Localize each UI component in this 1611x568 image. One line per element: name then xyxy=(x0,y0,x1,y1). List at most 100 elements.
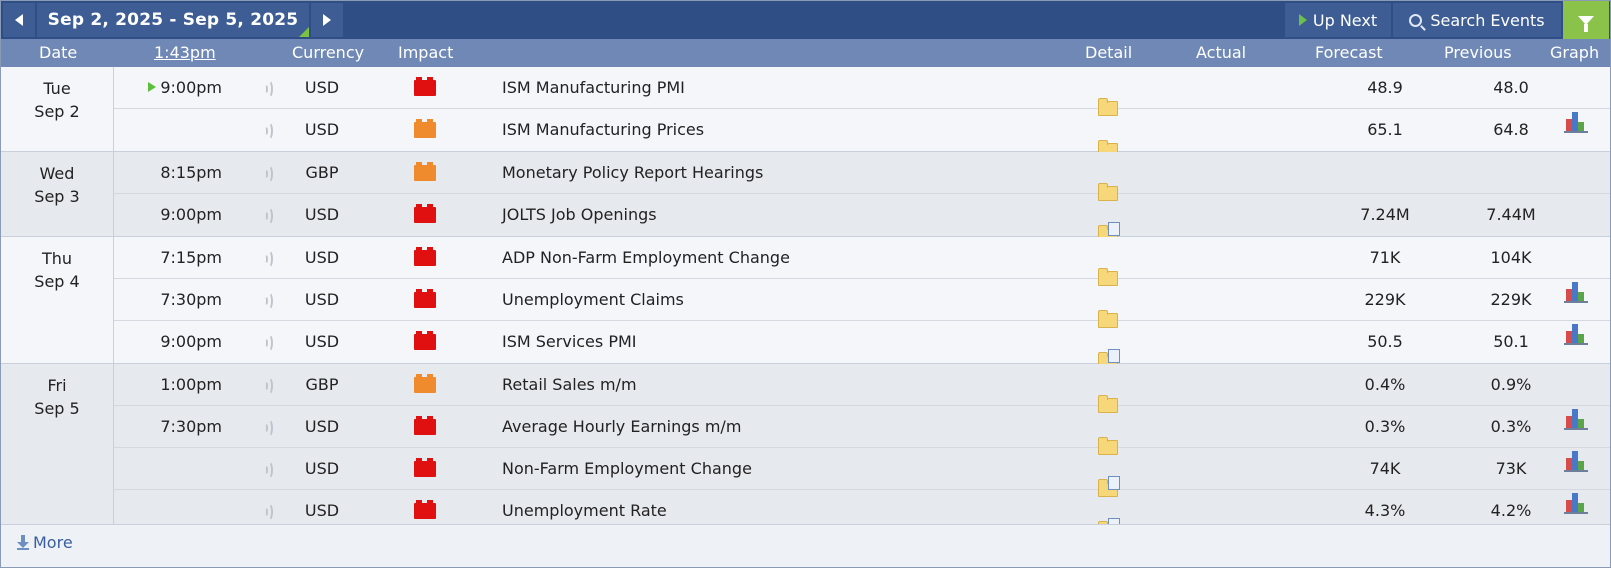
impact-folder-icon[interactable] xyxy=(414,416,436,435)
bar-chart-icon[interactable] xyxy=(1564,450,1590,472)
event-title[interactable]: ISM Manufacturing Prices xyxy=(502,120,705,139)
table-row[interactable]: 1:00pm GBP Retail Sales m/m 0.4% 0.9% xyxy=(114,364,1610,430)
date-label: Sep 2 xyxy=(34,102,80,121)
event-title[interactable]: ISM Manufacturing PMI xyxy=(502,78,685,97)
col-actual: Actual xyxy=(1196,43,1247,62)
col-time[interactable]: 1:43pm xyxy=(154,43,216,62)
bar-chart-icon[interactable] xyxy=(1564,323,1590,345)
currency-code: USD xyxy=(304,290,340,309)
up-next-button[interactable]: Up Next xyxy=(1285,3,1391,37)
date-range-button[interactable]: Sep 2, 2025 - Sep 5, 2025 xyxy=(37,3,309,37)
filter-button[interactable] xyxy=(1563,1,1609,39)
date-cell: Tue Sep 2 xyxy=(1,67,114,151)
bar-chart-icon[interactable] xyxy=(1564,492,1590,514)
event-title[interactable]: Unemployment Claims xyxy=(502,290,684,309)
detail-folder-icon[interactable] xyxy=(1098,98,1118,116)
corner-indicator-icon xyxy=(299,27,309,37)
sound-icon[interactable] xyxy=(263,121,277,141)
table-row[interactable]: 7:15pm USD ADP Non-Farm Employment Change 7… xyxy=(114,237,1610,303)
event-time: 9:00pm xyxy=(114,78,222,98)
event-time: 8:15pm xyxy=(160,163,222,182)
event-title[interactable]: Non-Farm Employment Change xyxy=(502,459,752,478)
column-header: Date 1:43pm Currency Impact Detail Actua… xyxy=(1,39,1610,67)
sound-icon[interactable] xyxy=(263,206,277,226)
currency-code: USD xyxy=(304,332,340,351)
event-title[interactable]: Monetary Policy Report Hearings xyxy=(502,163,764,182)
sound-icon[interactable] xyxy=(263,418,277,438)
search-events-button[interactable]: Search Events xyxy=(1393,3,1561,37)
event-time: 7:30pm xyxy=(160,290,222,309)
sound-icon[interactable] xyxy=(263,164,277,184)
table-row[interactable]: 9:00pm USD ISM Manufacturing PMI 48.9 48.0 xyxy=(114,67,1610,133)
sound-icon[interactable] xyxy=(263,291,277,311)
table-row[interactable]: 8:15pm GBP Monetary Policy Report Hearings xyxy=(114,152,1610,201)
weekday-label: Wed xyxy=(39,164,75,183)
col-previous: Previous xyxy=(1444,43,1512,62)
detail-folder-icon[interactable] xyxy=(1098,310,1118,328)
table-row[interactable]: 9:00pm USD JOLTS Job Openings 7.24M 7.44M xyxy=(114,194,1610,260)
event-title[interactable]: Retail Sales m/m xyxy=(502,375,637,394)
table-row[interactable]: 9:00pm USD ISM Services PMI 50.5 50.1 xyxy=(114,321,1610,387)
arrow-right-icon xyxy=(323,14,331,26)
previous-value: 4.2% xyxy=(1490,501,1532,520)
detail-folder-icon[interactable] xyxy=(1098,183,1118,201)
event-title[interactable]: JOLTS Job Openings xyxy=(502,205,657,224)
table-row[interactable]: 7:30pm USD Unemployment Claims 229K 229K xyxy=(114,279,1610,345)
sound-icon[interactable] xyxy=(263,79,277,99)
impact-folder-icon[interactable] xyxy=(414,204,436,223)
table-row[interactable]: 7:30pm USD Average Hourly Earnings m/m 0.3%… xyxy=(114,406,1610,472)
sound-icon[interactable] xyxy=(263,502,277,522)
filter-icon xyxy=(1578,15,1594,32)
previous-week-button[interactable] xyxy=(3,3,35,37)
forecast-value: 0.3% xyxy=(1364,417,1406,436)
currency-code: USD xyxy=(304,78,340,97)
table-row[interactable]: USD ISM Manufacturing Prices 65.1 64.8 xyxy=(114,109,1610,175)
bar-chart-icon[interactable] xyxy=(1564,281,1590,303)
search-events-label: Search Events xyxy=(1430,10,1545,30)
table-row[interactable]: USD Non-Farm Employment Change 74K 73K xyxy=(114,448,1610,514)
bar-chart-icon[interactable] xyxy=(1564,111,1590,133)
next-week-button[interactable] xyxy=(311,3,343,37)
sound-icon[interactable] xyxy=(263,460,277,480)
sound-icon[interactable] xyxy=(263,333,277,353)
bar-chart-icon[interactable] xyxy=(1564,408,1590,430)
impact-folder-icon[interactable] xyxy=(414,289,436,308)
detail-folder-icon[interactable] xyxy=(1098,395,1118,413)
detail-folder-icon[interactable] xyxy=(1098,476,1120,497)
date-cell: Wed Sep 3 xyxy=(1,152,114,236)
next-event-icon xyxy=(148,82,157,92)
col-impact: Impact xyxy=(398,43,454,62)
more-link[interactable]: More xyxy=(17,533,73,552)
event-time: 7:30pm xyxy=(160,417,222,436)
col-date: Date xyxy=(39,43,78,62)
event-title[interactable]: Unemployment Rate xyxy=(502,501,667,520)
event-title[interactable]: Average Hourly Earnings m/m xyxy=(502,417,742,436)
detail-folder-icon[interactable] xyxy=(1098,437,1118,455)
currency-code: GBP xyxy=(305,375,339,394)
col-graph: Graph xyxy=(1550,43,1600,62)
impact-folder-icon[interactable] xyxy=(414,374,436,393)
col-detail: Detail xyxy=(1085,43,1133,62)
impact-folder-icon[interactable] xyxy=(414,458,436,477)
sound-icon[interactable] xyxy=(263,249,277,269)
sound-icon[interactable] xyxy=(263,376,277,396)
event-title[interactable]: ADP Non-Farm Employment Change xyxy=(502,248,790,267)
event-title[interactable]: ISM Services PMI xyxy=(502,332,637,351)
impact-folder-icon[interactable] xyxy=(414,162,436,181)
previous-value: 104K xyxy=(1490,248,1532,267)
impact-folder-icon[interactable] xyxy=(414,247,436,266)
date-cell: Fri Sep 5 xyxy=(1,364,114,532)
previous-value: 0.3% xyxy=(1490,417,1532,436)
impact-folder-icon[interactable] xyxy=(414,119,436,138)
play-icon xyxy=(1298,14,1307,26)
event-table: Tue Sep 2 9:00pm USD ISM Manufacturing PMI 48… xyxy=(1,67,1610,556)
impact-folder-icon[interactable] xyxy=(414,331,436,350)
currency-code: USD xyxy=(304,205,340,224)
impact-folder-icon[interactable] xyxy=(414,500,436,519)
impact-folder-icon[interactable] xyxy=(414,77,436,96)
previous-value: 50.1 xyxy=(1493,332,1529,351)
forecast-value: 65.1 xyxy=(1367,120,1403,139)
forecast-value: 0.4% xyxy=(1364,375,1406,394)
search-icon xyxy=(1409,13,1423,27)
detail-folder-icon[interactable] xyxy=(1098,268,1118,286)
